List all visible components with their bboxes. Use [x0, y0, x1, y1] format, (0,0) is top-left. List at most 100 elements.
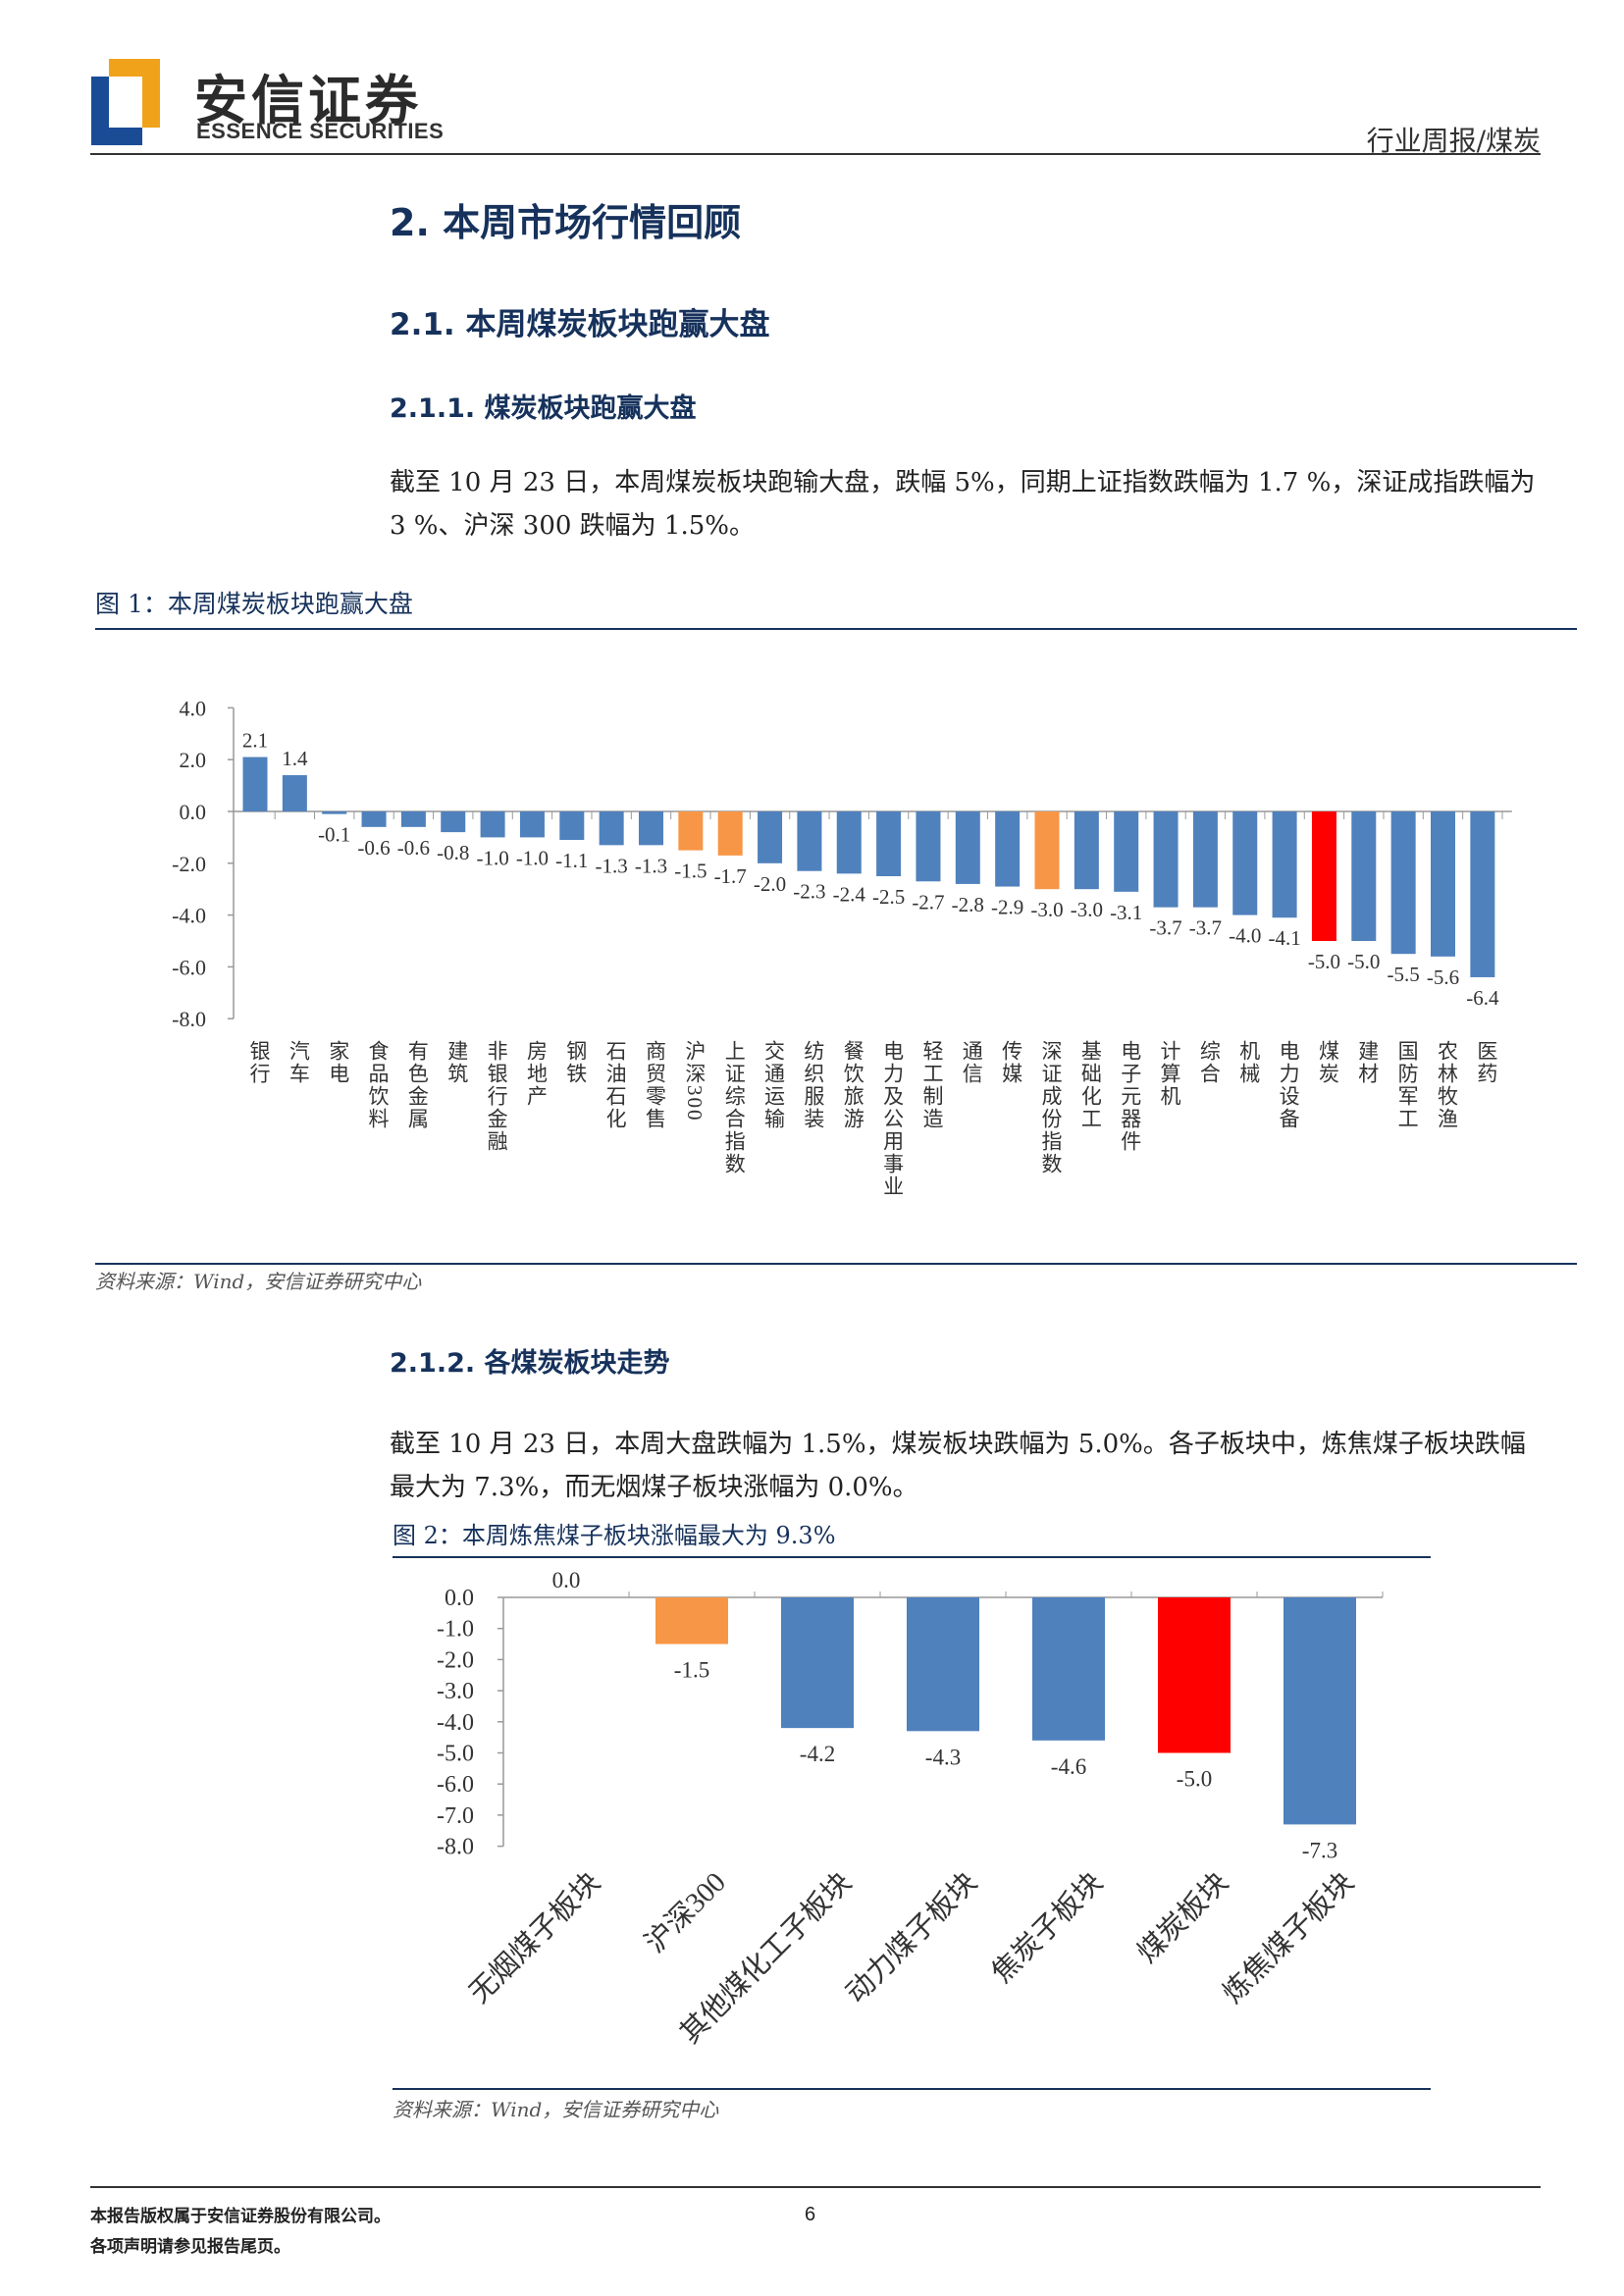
chart1-bar — [242, 757, 268, 811]
page-number: 6 — [805, 2204, 816, 2225]
chart1-category-label: 机械 — [1237, 1040, 1261, 1085]
chart1-category-label: 银行 — [247, 1040, 271, 1085]
chart1-value-label: -1.3 — [596, 854, 628, 877]
chart1-bar — [876, 811, 902, 876]
figure-2-bottom-rule — [393, 2088, 1431, 2090]
chart1-category-label: 纺织服装 — [802, 1040, 825, 1130]
chart1-value-label: -2.7 — [912, 890, 944, 913]
chart1-bar — [1311, 811, 1336, 941]
chart2-y-tick-label: -7.0 — [437, 1803, 474, 1829]
chart1-value-label: -5.0 — [1347, 950, 1380, 973]
chart1-category-label: 钢铁 — [564, 1040, 588, 1085]
chart1-value-label: -0.1 — [318, 823, 350, 847]
chart1-category-label: 汽车 — [287, 1040, 310, 1085]
chart1-value-label: -3.7 — [1189, 916, 1222, 940]
paragraph-1: 截至 10 月 23 日，本周煤炭板块跑输大盘，跌幅 5%，同期上证指数跌幅为 … — [390, 468, 1536, 541]
chart1-value-label: -3.0 — [1071, 898, 1103, 921]
chart1-bar — [916, 811, 941, 882]
chart1-category-label: 食品饮料 — [366, 1040, 390, 1130]
chart1-y-tick-label: -2.0 — [172, 852, 206, 876]
chart1-bar — [797, 811, 822, 871]
chart1-category-label: 上证综合指数 — [722, 1040, 746, 1175]
chart1-bar — [1232, 811, 1258, 915]
chart1-bar — [1272, 811, 1297, 918]
footer-disclaimer: 各项声明请参见报告尾页。 — [90, 2237, 290, 2257]
logo-text-en: ESSENCE SECURITIES — [196, 119, 445, 143]
chart1-bar — [1390, 811, 1416, 955]
chart1-value-label: -5.5 — [1388, 963, 1420, 986]
chart1-value-label: -0.8 — [437, 841, 469, 864]
chart1-value-label: 1.4 — [282, 747, 308, 770]
chart2-value-label: 0.0 — [552, 1568, 581, 1592]
chart2-category-label: 焦炭子板块 — [985, 1866, 1109, 1990]
chart2-y-tick-label: -2.0 — [437, 1647, 474, 1673]
chart1-bar — [519, 811, 545, 838]
section-heading-2-1-2: 2.1.2. 各煤炭板块走势 — [390, 1348, 670, 1379]
chart2-bar — [907, 1597, 979, 1732]
chart2-y-tick-label: -5.0 — [437, 1742, 474, 1767]
chart1-y-tick-label: 0.0 — [180, 800, 207, 824]
chart1-category-label: 计算机 — [1158, 1040, 1181, 1108]
chart1-bar — [1153, 811, 1179, 908]
figure-2-source: 资料来源：Wind，安信证券研究中心 — [393, 2098, 719, 2121]
chart1-category-label: 基础化工 — [1078, 1040, 1102, 1130]
chart1-bar — [836, 811, 862, 874]
chart1-bar — [559, 811, 585, 841]
chart1-bar — [400, 811, 426, 827]
chart1-category-label: 医药 — [1475, 1040, 1498, 1085]
chart1-bar — [678, 811, 704, 851]
chart1-value-label: -1.0 — [516, 846, 549, 869]
chart1-value-label: -1.0 — [476, 846, 508, 869]
chart1-category-label: 国防军工 — [1395, 1040, 1419, 1130]
chart1-category-label: 电子元器件 — [1119, 1040, 1142, 1153]
chart-2: 0.0 -1.0 -2.0 -3.0 -4.0 -5.0 -6.0 -7.0 -8.0 0.0 无烟… — [437, 1568, 1384, 2050]
chart1-bar — [1034, 811, 1060, 890]
figure-1-caption: 图 1：本周煤炭板块跑赢大盘 — [95, 590, 413, 618]
chart1-bar — [717, 811, 743, 856]
chart1-category-label: 餐饮旅游 — [841, 1040, 864, 1130]
chart2-bar — [655, 1597, 728, 1644]
chart1-category-label: 有色金属 — [405, 1040, 429, 1130]
report-type-label: 行业周报/煤炭 — [1366, 125, 1541, 157]
chart1-category-label: 石油石化 — [603, 1040, 627, 1130]
chart1-category-label: 房地产 — [524, 1040, 548, 1108]
chart1-category-label: 交通运输 — [762, 1040, 786, 1130]
chart1-value-label: -2.8 — [952, 893, 984, 916]
chart1-category-label: 综合 — [1197, 1040, 1221, 1085]
chart1-value-label: -4.1 — [1268, 926, 1300, 950]
chart1-category-label: 沪深300 — [683, 1040, 707, 1122]
chart2-y-tick-label: -3.0 — [437, 1679, 474, 1704]
chart1-value-label: -2.9 — [991, 896, 1023, 919]
chart1-value-label: -3.0 — [1030, 898, 1063, 921]
chart2-y-tick-label: -6.0 — [437, 1772, 474, 1798]
chart2-y-tick-label: 0.0 — [445, 1586, 474, 1611]
chart1-y-tick-label: -4.0 — [172, 904, 206, 928]
chart1-value-label: -1.7 — [714, 864, 747, 888]
chart1-value-label: -0.6 — [357, 836, 390, 860]
chart2-value-label: -1.5 — [674, 1658, 709, 1683]
chart1-category-label: 商贸零售 — [644, 1040, 667, 1130]
chart2-y-tick-label: -1.0 — [437, 1617, 474, 1643]
chart-1: 4.0 2.0 0.0 -2.0 -4.0 -6.0 -8.0 2.1 银行 1.4 汽车 -0.1 家… — [172, 696, 1512, 1198]
footer-divider — [90, 2186, 1541, 2188]
chart1-value-label: -2.3 — [793, 880, 825, 904]
chart2-category-label: 动力煤子板块 — [840, 1866, 983, 2009]
chart2-bar — [1283, 1597, 1356, 1825]
chart1-value-label: -3.7 — [1149, 916, 1181, 940]
chart1-value-label: -3.1 — [1110, 901, 1142, 924]
chart2-y-tick-label: -8.0 — [437, 1835, 474, 1860]
chart1-category-label: 传媒 — [1000, 1040, 1023, 1085]
chart1-value-label: -1.3 — [635, 854, 667, 877]
chart1-category-label: 非银行金融 — [485, 1040, 508, 1153]
chart1-category-label: 农林牧渔 — [1436, 1040, 1459, 1130]
chart2-category-label: 煤炭板块 — [1131, 1866, 1234, 1969]
chart1-bar — [955, 811, 980, 884]
chart1-y-tick-label: 2.0 — [180, 748, 207, 772]
chart1-bar — [282, 775, 307, 811]
chart1-category-label: 电力及公用事业 — [881, 1040, 905, 1198]
chart1-bar — [995, 811, 1021, 887]
chart2-category-label: 沪深300 — [639, 1866, 732, 1959]
chart1-bar — [322, 811, 347, 814]
chart1-bar — [758, 811, 783, 863]
chart1-value-label: -1.1 — [555, 849, 588, 872]
